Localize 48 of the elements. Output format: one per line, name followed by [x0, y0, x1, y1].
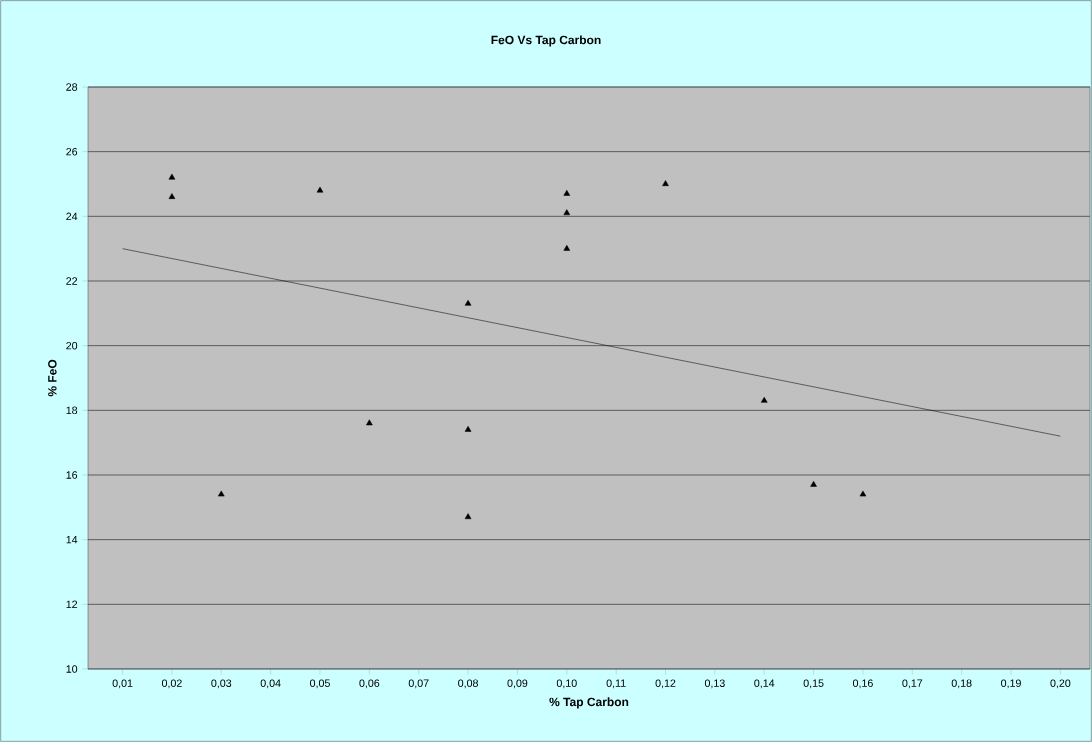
y-tick-label: 26: [66, 147, 78, 156]
y-tick-label: 12: [66, 600, 78, 609]
x-tick-label: 0,08: [458, 679, 478, 689]
chart-title: FeO Vs Tap Carbon: [491, 35, 601, 47]
x-tick-label: 0,17: [902, 679, 923, 689]
point: [464, 299, 472, 306]
x-tick-label: 0,13: [704, 679, 725, 689]
point: [168, 173, 176, 180]
point: [464, 425, 472, 432]
point: [563, 189, 571, 196]
x-tick-label: 0,11: [606, 679, 626, 689]
y-tick-label: 18: [66, 406, 78, 415]
point: [563, 244, 571, 251]
y-tick-label: 16: [66, 471, 78, 479]
y-tick-label: 22: [66, 277, 78, 285]
x-axis-title: % Tap Carbon: [549, 697, 629, 709]
point: [218, 490, 225, 497]
point: [464, 513, 472, 520]
x-tick-label: 0,19: [1001, 679, 1021, 689]
point: [168, 193, 176, 199]
x-tick-label: 0,03: [211, 679, 232, 689]
x-tick-label: 0,18: [951, 679, 972, 689]
point: [662, 180, 669, 186]
x-tick-label: 0,20: [1050, 679, 1071, 689]
x-tick-label: 0,09: [507, 679, 528, 689]
x-tick-label: 0,01: [112, 679, 133, 689]
x-tick-label: 0,14: [754, 679, 775, 689]
x-tick-label: 0,15: [803, 679, 824, 689]
y-tick-label: 14: [66, 535, 78, 544]
y-axis-title: % FeO: [48, 359, 57, 397]
y-tick-label: 24: [66, 212, 78, 221]
y-tick-label: 20: [66, 341, 78, 350]
x-tick-label: 0,07: [408, 679, 429, 689]
point: [316, 186, 324, 193]
point: [563, 209, 571, 216]
point: [859, 490, 867, 497]
point: [810, 480, 817, 487]
x-tick-label: 0,16: [852, 679, 873, 689]
x-tick-label: 0,05: [310, 679, 330, 689]
x-tick-label: 0,02: [161, 679, 182, 689]
x-tick-label: 0,12: [655, 679, 676, 689]
x-tick-label: 0,06: [359, 679, 380, 689]
x-tick-label: 0,10: [556, 679, 577, 689]
point: [366, 419, 373, 426]
y-tick-label: 28: [66, 83, 78, 91]
y-tick-label: 10: [66, 665, 78, 673]
point: [760, 396, 768, 403]
x-tick-label: 0,04: [260, 679, 281, 689]
